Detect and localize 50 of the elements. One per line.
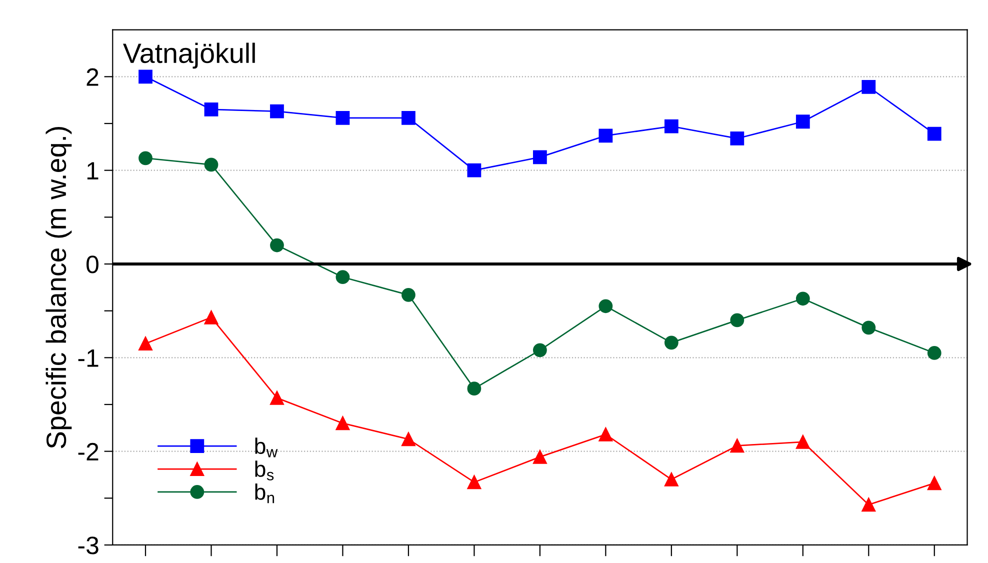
point: [138, 336, 152, 351]
y-tick-label: -2: [78, 442, 98, 460]
point: [598, 428, 613, 442]
point: [270, 390, 284, 405]
point: [532, 450, 547, 464]
point: [927, 346, 942, 360]
point: [467, 382, 482, 396]
point: [730, 132, 744, 146]
point: [730, 313, 744, 328]
point: [927, 476, 942, 490]
point: [204, 102, 218, 116]
legend-label: b$_{w}$: [255, 438, 278, 458]
y-axis-title: Specific balance (m w.eq.): [46, 127, 72, 448]
point: [336, 110, 350, 125]
point: [598, 299, 613, 314]
legend-label: b$_{n}$: [255, 484, 274, 504]
point: [927, 126, 942, 141]
point: [862, 320, 876, 335]
y-tick-label: -1: [78, 350, 98, 367]
point: [336, 270, 350, 284]
point: [204, 158, 218, 172]
point: [138, 70, 152, 84]
point: [467, 163, 482, 178]
point: [862, 498, 876, 512]
point: [270, 104, 284, 118]
point: [796, 292, 810, 306]
point: [270, 238, 284, 252]
point: [598, 128, 613, 143]
point: [402, 110, 416, 125]
point: [532, 343, 547, 358]
point: [402, 288, 416, 302]
point: [467, 475, 482, 490]
chart-title: Vatnajökull: [123, 42, 255, 69]
point: [730, 438, 744, 453]
y-tick-label: -3: [78, 536, 98, 554]
point: [796, 435, 810, 449]
point: [336, 416, 350, 430]
y-tick-label: 0: [86, 256, 98, 274]
point: [664, 119, 678, 134]
legend-label: b$_{s}$: [255, 460, 274, 480]
y-tick-label: 2: [86, 68, 98, 86]
point: [664, 336, 678, 350]
point: [796, 114, 810, 129]
point: [138, 151, 152, 166]
point: [664, 472, 678, 486]
point: [532, 150, 547, 164]
point: [204, 310, 218, 324]
point: [862, 80, 876, 94]
y-tick-label: 1: [87, 162, 98, 180]
point: [402, 432, 416, 446]
